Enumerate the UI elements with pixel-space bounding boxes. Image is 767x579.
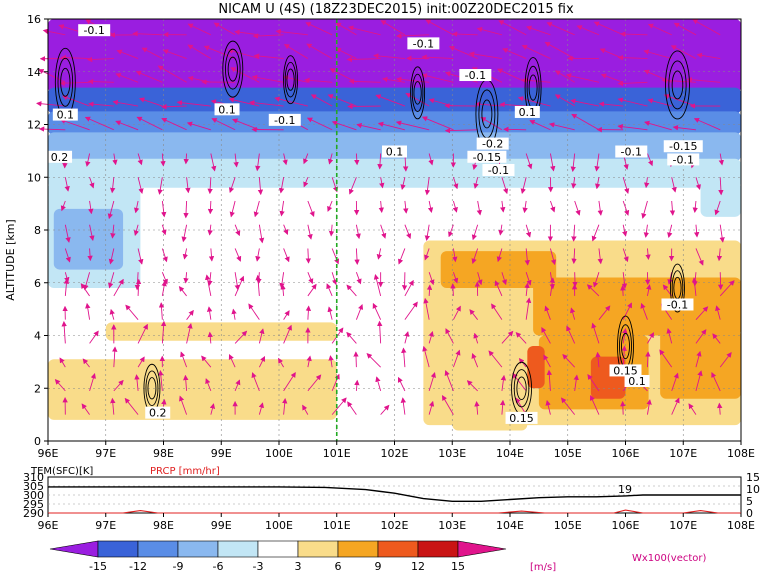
surface-annotation: 19 bbox=[618, 483, 632, 496]
wind-vector bbox=[720, 272, 721, 289]
contour-label: -0.1 bbox=[83, 24, 104, 37]
surface-x-tick-label: 104E bbox=[496, 519, 524, 532]
surface-x-tick-label: 103E bbox=[438, 519, 466, 532]
colorbar-tick-label: 6 bbox=[335, 560, 342, 573]
y-tick-label: 6 bbox=[34, 277, 41, 290]
colorbar-tick-label: -3 bbox=[253, 560, 264, 573]
surface-x-tick-label: 99E bbox=[211, 519, 232, 532]
contour-label: -0.2 bbox=[482, 138, 503, 151]
y-tick-label: 16 bbox=[27, 13, 41, 26]
shaded-region bbox=[527, 346, 544, 388]
y-tick-label: 2 bbox=[34, 382, 41, 395]
shaded-region bbox=[533, 277, 741, 335]
surface-x-tick-label: 107E bbox=[669, 519, 697, 532]
x-tick-label: 108E bbox=[727, 447, 755, 460]
colorbar-swatch bbox=[298, 541, 338, 557]
colorbar-tick-label: 3 bbox=[295, 560, 302, 573]
colorbar-tick-label: -6 bbox=[213, 560, 224, 573]
y-tick-label: 10 bbox=[27, 171, 41, 184]
contour-label: 0.1 bbox=[386, 146, 404, 159]
precipitation-axis-label: PRCP [mm/hr] bbox=[150, 466, 220, 477]
wind-vector bbox=[210, 201, 211, 213]
contour-label: -0.1 bbox=[667, 298, 688, 311]
contour-label: -0.1 bbox=[621, 146, 642, 159]
contour-label: 0.2 bbox=[51, 151, 69, 164]
contour-label: 0.1 bbox=[628, 375, 646, 388]
contour-label: -0.1 bbox=[413, 37, 434, 50]
y-tick-label: 0 bbox=[34, 435, 41, 448]
shaded-region bbox=[54, 209, 123, 270]
shaded-region bbox=[591, 357, 626, 399]
contour-label: -0.1 bbox=[488, 164, 509, 177]
contour-label: -0.15 bbox=[473, 151, 501, 164]
surface-x-tick-label: 96E bbox=[38, 519, 59, 532]
wind-vector bbox=[623, 402, 624, 415]
colorbar-swatch bbox=[178, 541, 218, 557]
contour-label: 0.1 bbox=[57, 109, 75, 122]
y-axis-label: ALTITUDE [km] bbox=[4, 219, 17, 300]
surface-x-tick-label: 98E bbox=[153, 519, 174, 532]
shaded-region bbox=[48, 359, 337, 420]
chart-title: NICAM U (4S) (18Z23DEC2015) init:00Z20DE… bbox=[218, 2, 574, 17]
contour-label: 0.15 bbox=[509, 412, 534, 425]
x-tick-label: 97E bbox=[95, 447, 116, 460]
surface-x-tick-label: 100E bbox=[265, 519, 293, 532]
x-tick-label: 100E bbox=[265, 447, 293, 460]
shaded-region bbox=[48, 159, 741, 188]
vector-scale-label: Wx100(vector) bbox=[632, 553, 707, 564]
x-tick-label: 102E bbox=[381, 447, 409, 460]
surface-x-tick-label: 102E bbox=[381, 519, 409, 532]
x-tick-label: 96E bbox=[38, 447, 59, 460]
colorbar-tick-label: 9 bbox=[375, 560, 382, 573]
colorbar-swatch bbox=[98, 541, 138, 557]
x-tick-label: 106E bbox=[612, 447, 640, 460]
surface-x-tick-label: 101E bbox=[323, 519, 351, 532]
surface-x-tick-label: 106E bbox=[612, 519, 640, 532]
y-tick-label: 8 bbox=[34, 224, 41, 237]
colorbar-swatch bbox=[418, 541, 458, 557]
colorbar-swatch bbox=[378, 541, 418, 557]
contour-label: -0.1 bbox=[673, 153, 694, 166]
colorbar-tick-label: 12 bbox=[411, 560, 425, 573]
contour-label: -0.15 bbox=[669, 140, 697, 153]
colorbar-unit: [m/s] bbox=[530, 562, 556, 573]
contour-label: -0.1 bbox=[274, 114, 295, 127]
contour-label: 0.2 bbox=[149, 407, 167, 420]
x-tick-label: 103E bbox=[438, 447, 466, 460]
x-tick-label: 101E bbox=[323, 447, 351, 460]
surface-x-tick-label: 105E bbox=[554, 519, 582, 532]
y-tick-label: 12 bbox=[27, 119, 41, 132]
colorbar-swatch bbox=[258, 541, 298, 557]
y-tick-label: 4 bbox=[34, 330, 41, 343]
colorbar-tick-label: -15 bbox=[89, 560, 107, 573]
colorbar-swatch bbox=[218, 541, 258, 557]
contour-label: 0.1 bbox=[519, 106, 537, 119]
contour-label: -0.1 bbox=[465, 69, 486, 82]
wind-vector bbox=[504, 129, 526, 130]
wind-vector bbox=[356, 352, 357, 367]
x-tick-label: 105E bbox=[554, 447, 582, 460]
contour-label: 0.1 bbox=[218, 103, 236, 116]
surface-x-tick-label: 97E bbox=[95, 519, 116, 532]
x-tick-label: 104E bbox=[496, 447, 524, 460]
y-tick-label: 14 bbox=[27, 66, 41, 79]
colorbar-tick-label: -12 bbox=[129, 560, 147, 573]
colorbar-tick-label: -9 bbox=[173, 560, 184, 573]
colorbar-swatch bbox=[138, 541, 178, 557]
x-tick-label: 99E bbox=[211, 447, 232, 460]
x-tick-label: 107E bbox=[669, 447, 697, 460]
x-tick-label: 98E bbox=[153, 447, 174, 460]
surface-x-tick-label: 108E bbox=[727, 519, 755, 532]
colorbar-swatch bbox=[338, 541, 378, 557]
colorbar-tick-label: 15 bbox=[451, 560, 465, 573]
